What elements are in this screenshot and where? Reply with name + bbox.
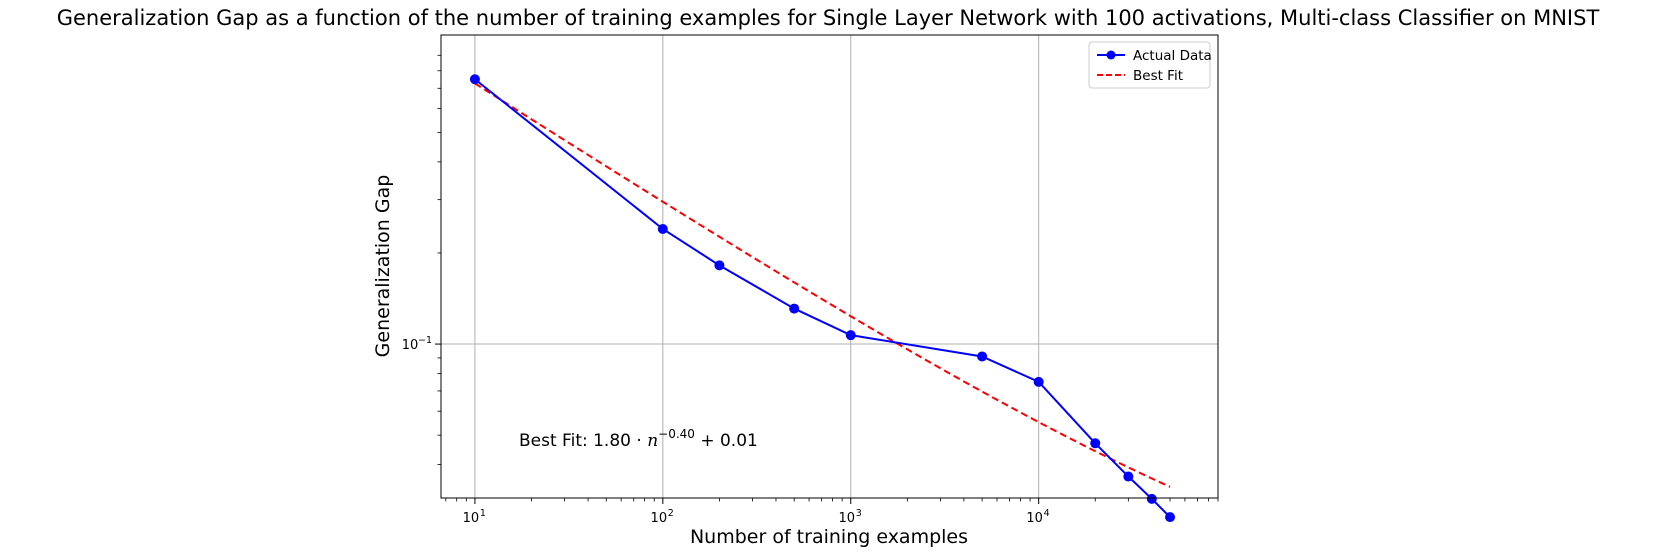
actual-data-point (977, 351, 988, 362)
x-tick-label: 10 (651, 511, 668, 526)
plot-frame (440, 34, 1219, 499)
annotation-variable: n (647, 431, 658, 451)
actual-data-point (714, 260, 725, 271)
x-axis-label: Number of training examples (690, 526, 968, 548)
x-tick-label: 10 (1026, 511, 1043, 526)
legend: Actual Data Best Fit (1088, 41, 1212, 89)
grid (441, 35, 1218, 498)
legend-fit-label: Best Fit (1133, 68, 1183, 84)
actual-data-point (1033, 376, 1044, 387)
y-tick-label: 10 (402, 338, 419, 353)
x-tick-label: 10 (463, 511, 480, 526)
best-fit-line (474, 82, 1171, 488)
annotation-prefix: Best Fit: 1.80 · (519, 431, 647, 451)
x-tick-exponent: 1 (480, 508, 486, 519)
legend-actual-marker (1106, 50, 1116, 60)
x-axis-ticks: 10 1 10 2 10 3 10 4 (445, 498, 1219, 526)
actual-data-point (1165, 512, 1176, 523)
actual-data-point (1090, 438, 1101, 449)
plot-area (469, 74, 1176, 523)
y-tick-exponent: −1 (418, 335, 432, 346)
y-axis-ticks: 10 −1 (402, 54, 441, 465)
actual-data-point (1123, 471, 1134, 482)
y-axis-label: Generalization Gap (372, 175, 394, 358)
actual-data-point (657, 223, 668, 234)
x-tick-label: 10 (838, 511, 855, 526)
actual-data-point (789, 303, 800, 314)
chart-title: Generalization Gap as a function of the … (57, 6, 1600, 30)
annotation-suffix: + 0.01 (695, 431, 758, 451)
actual-data-line (474, 78, 1171, 518)
actual-data-point (845, 330, 856, 341)
annotation-exponent: −0.40 (658, 427, 695, 441)
legend-actual-label: Actual Data (1133, 48, 1212, 64)
x-tick-exponent: 2 (668, 508, 674, 519)
x-tick-exponent: 4 (1044, 508, 1050, 519)
fit-annotation: Best Fit: 1.80 · n−0.40 + 0.01 (519, 427, 758, 451)
legend-box (1088, 41, 1211, 89)
actual-data-point (469, 74, 480, 85)
x-tick-exponent: 3 (856, 508, 862, 519)
